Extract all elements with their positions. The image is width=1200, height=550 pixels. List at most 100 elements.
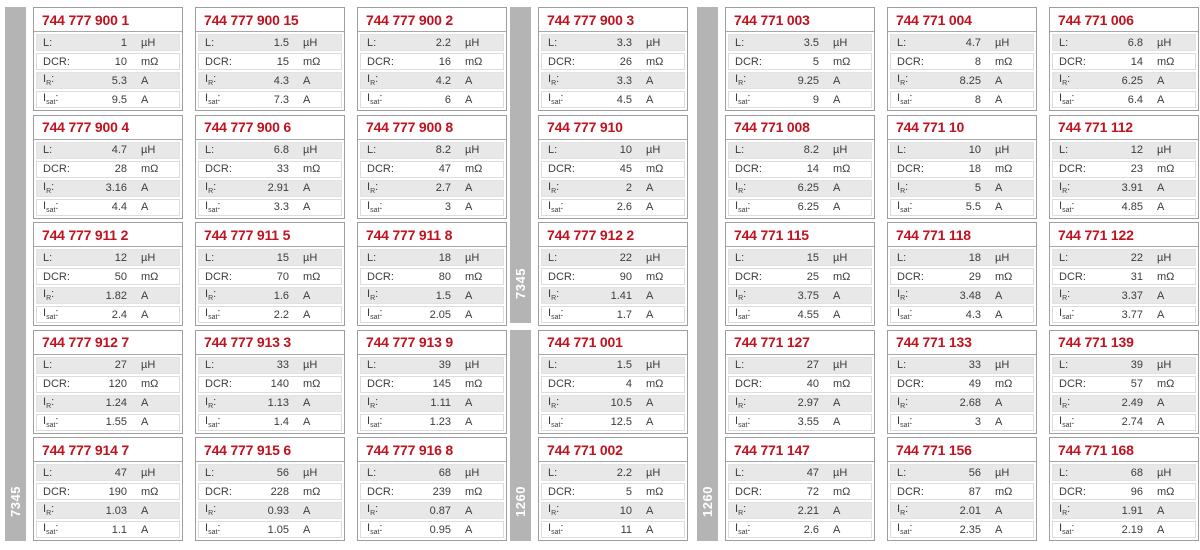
spec-unit-isat: A — [995, 93, 1003, 106]
spec-row-rated-current: IR: 3.48 A — [890, 287, 1034, 304]
spec-unit-isat: A — [141, 201, 149, 213]
spec-rows: L: 39 µH DCR: 145 mΩ IR: 1.11 A Isat: 1.… — [358, 355, 506, 433]
spec-value-isat: 7.3 — [273, 93, 289, 106]
spec-value-dcr: 29 — [968, 270, 981, 283]
part-number: 744 777 911 5 — [196, 223, 344, 247]
spec-label-l: L: — [43, 36, 53, 49]
spec-row-dcr: DCR: 57 mΩ — [1052, 375, 1196, 393]
spec-row-dcr: DCR: 90 mΩ — [541, 268, 685, 285]
spec-value-isat: 2.05 — [429, 308, 451, 321]
spec-rows: L: 68 µH DCR: 96 mΩ IR: 1.91 A Isat: 2.1… — [1050, 462, 1198, 540]
spec-label-ir: IR: — [548, 503, 560, 518]
spec-label-l: L: — [367, 36, 377, 49]
spec-value-dcr: 120 — [108, 378, 127, 390]
spec-unit-ir: A — [465, 289, 473, 302]
spec-label-isat: Isat: — [205, 414, 221, 430]
spec-value-isat: 4.4 — [111, 201, 127, 213]
spec-row-inductance: L: 47 µH — [728, 464, 872, 481]
spec-value-l: 3.3 — [616, 36, 632, 49]
spec-value-isat: 5.5 — [965, 201, 981, 213]
spec-label-l: L: — [548, 359, 558, 371]
spec-value-l: 4.7 — [965, 36, 981, 49]
spec-label-l: L: — [367, 466, 377, 479]
spec-unit-dcr: mΩ — [646, 270, 664, 283]
spec-row-dcr: DCR: 16 mΩ — [360, 53, 504, 70]
spec-label-ir: IR: — [548, 180, 560, 196]
part-card: 744 771 001 L: 1.5 µH DCR: 4 mΩ IR: 10.5… — [538, 329, 688, 434]
spec-label-l: L: — [205, 36, 215, 49]
package-size-tab: 1260 — [697, 7, 718, 541]
spec-label-dcr: DCR: — [205, 55, 232, 68]
spec-unit-ir: A — [833, 397, 841, 409]
spec-label-isat: Isat: — [548, 414, 564, 430]
spec-label-l: L: — [367, 359, 377, 371]
spec-label-ir: IR: — [735, 73, 747, 88]
spec-value-l: 33 — [968, 359, 981, 371]
part-card: 744 771 008 L: 8.2 µH DCR: 14 mΩ IR: 6.2… — [725, 114, 875, 219]
spec-unit-dcr: mΩ — [995, 485, 1013, 498]
spec-rows: L: 6.8 µH DCR: 14 mΩ IR: 6.25 A Isat: 6.… — [1050, 32, 1198, 110]
spec-value-ir: 1.6 — [273, 289, 289, 302]
spec-value-ir: 1.24 — [105, 397, 127, 409]
part-number: 744 771 002 — [539, 438, 687, 462]
spec-row-rated-current: IR: 5 A — [890, 179, 1034, 197]
spec-unit-ir: A — [995, 74, 1003, 87]
spec-row-rated-current: IR: 8.25 A — [890, 72, 1034, 89]
spec-unit-ir: A — [141, 289, 149, 302]
spec-rows: L: 6.8 µH DCR: 33 mΩ IR: 2.91 A Isat: 3.… — [196, 140, 344, 218]
spec-value-l: 4.7 — [111, 144, 127, 156]
spec-value-l: 6.8 — [273, 144, 289, 156]
spec-unit-isat: A — [141, 93, 149, 106]
spec-value-ir: 3.48 — [959, 289, 981, 302]
spec-row-rated-current: IR: 10.5 A — [541, 394, 685, 412]
spec-unit-dcr: mΩ — [141, 270, 159, 283]
spec-label-ir: IR: — [735, 180, 747, 196]
spec-label-dcr: DCR: — [735, 378, 762, 390]
spec-value-dcr: 40 — [806, 378, 819, 390]
spec-unit-l: µH — [141, 359, 156, 371]
spec-unit-ir: A — [995, 397, 1003, 409]
spec-label-isat: Isat: — [43, 199, 59, 215]
part-number: 744 777 915 6 — [196, 438, 344, 462]
spec-unit-dcr: mΩ — [995, 163, 1013, 175]
spec-row-saturation-current: Isat: 2.2 A — [198, 306, 342, 323]
spec-unit-dcr: mΩ — [141, 163, 159, 175]
spec-label-l: L: — [897, 466, 907, 479]
spec-label-l: L: — [735, 144, 745, 156]
part-number: 744 777 914 7 — [34, 438, 182, 462]
part-number: 744 777 910 — [539, 116, 687, 140]
spec-row-dcr: DCR: 47 mΩ — [360, 160, 504, 178]
spec-rows: L: 2.2 µH DCR: 16 mΩ IR: 4.2 A Isat: 6 A — [358, 32, 506, 110]
spec-value-dcr: 5 — [812, 55, 819, 68]
part-card-grid: 744 777 900 3 L: 3.3 µH DCR: 26 mΩ IR: 3… — [538, 7, 688, 541]
spec-unit-isat: A — [1157, 523, 1165, 536]
spec-label-l: L: — [548, 144, 558, 156]
spec-label-l: L: — [1059, 251, 1069, 264]
spec-unit-dcr: mΩ — [303, 485, 321, 498]
spec-unit-dcr: mΩ — [303, 163, 321, 175]
part-card: 744 777 912 2 L: 22 µH DCR: 90 mΩ IR: 1.… — [538, 222, 688, 326]
spec-value-ir: 9.25 — [797, 74, 819, 87]
spec-label-dcr: DCR: — [43, 270, 70, 283]
spec-unit-isat: A — [833, 93, 841, 106]
spec-label-isat: Isat: — [897, 414, 913, 430]
spec-row-saturation-current: Isat: 11 A — [541, 521, 685, 538]
spec-value-isat: 3 — [974, 416, 981, 428]
spec-label-isat: Isat: — [548, 522, 564, 537]
spec-value-l: 18 — [438, 251, 451, 264]
spec-rows: L: 10 µH DCR: 18 mΩ IR: 5 A Isat: 5.5 A — [888, 140, 1036, 218]
spec-unit-ir: A — [646, 182, 654, 194]
spec-label-dcr: DCR: — [1059, 378, 1086, 390]
spec-unit-isat: A — [1157, 93, 1165, 106]
part-number: 744 771 147 — [726, 438, 874, 462]
part-number: 744 777 911 2 — [34, 223, 182, 247]
spec-label-l: L: — [735, 251, 745, 264]
spec-value-dcr: 25 — [806, 270, 819, 283]
spec-label-isat: Isat: — [43, 307, 59, 322]
spec-value-ir: 2.01 — [959, 504, 981, 517]
spec-unit-isat: A — [303, 523, 311, 536]
part-number: 744 777 911 8 — [358, 223, 506, 247]
spec-value-isat: 12.5 — [610, 416, 632, 428]
spec-value-isat: 8 — [974, 93, 981, 106]
spec-label-ir: IR: — [205, 503, 217, 518]
